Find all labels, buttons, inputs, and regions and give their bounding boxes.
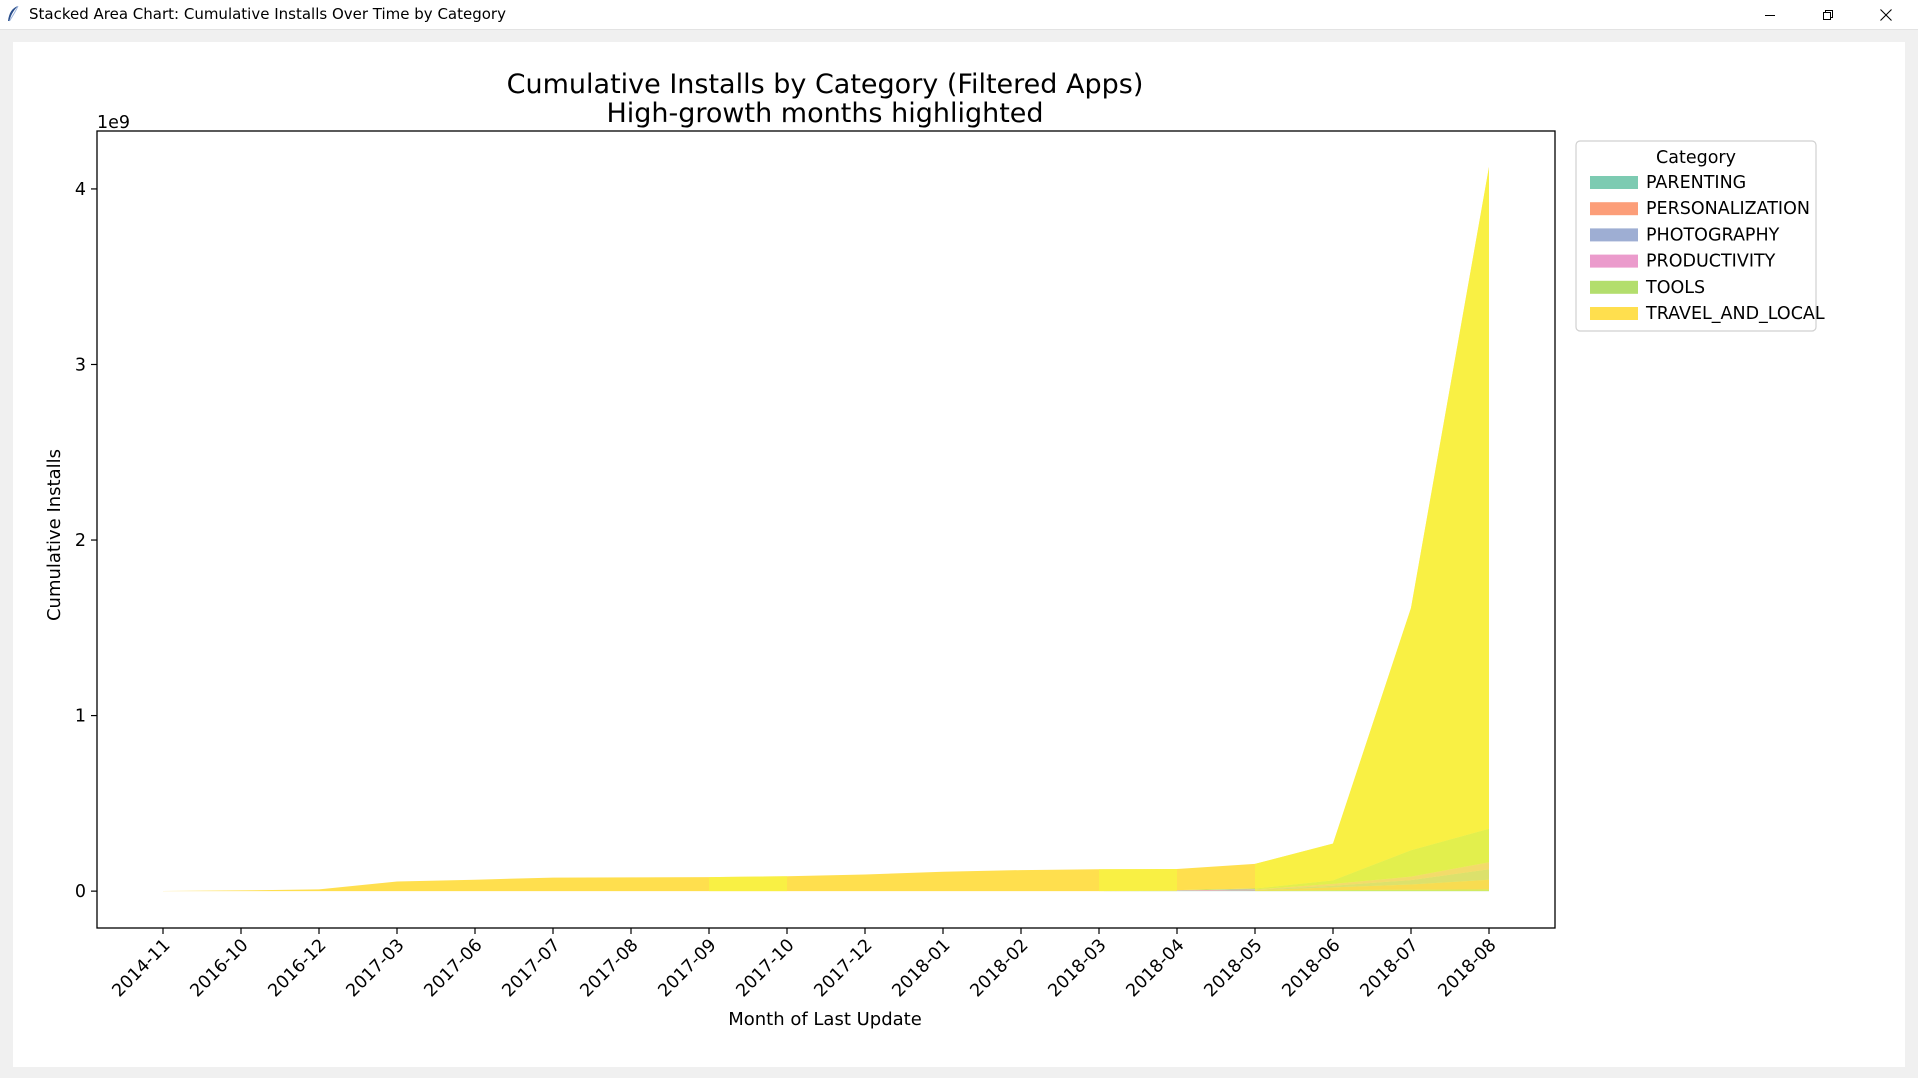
chart-subtitle: High-growth months highlighted	[606, 98, 1043, 129]
legend-swatch	[1590, 202, 1638, 216]
plot-frame	[96, 130, 1556, 929]
y-axis: 0 1 2 3 4	[75, 180, 97, 902]
x-tick-label: 2017-09	[655, 935, 721, 1001]
legend-label-productivity: PRODUCTIVITY	[1646, 252, 1776, 272]
legend-label-travel-and-local: TRAVEL_AND_LOCAL	[1645, 304, 1825, 324]
x-tick-label: 2017-07	[499, 935, 565, 1001]
y-tick-label: 3	[75, 355, 86, 375]
y-tick-label: 0	[75, 882, 86, 902]
chart: Cumulative Installs by Category (Filtere…	[44, 69, 1825, 1030]
x-tick-label: 2017-03	[343, 935, 409, 1001]
x-tick-label: 2017-06	[421, 935, 487, 1001]
legend-label-tools: TOOLS	[1645, 278, 1705, 298]
area-travel-and-local	[163, 167, 1489, 892]
x-tick-label: 2018-02	[967, 935, 1033, 1001]
x-tick-label: 2017-12	[811, 935, 877, 1001]
minimize-icon	[1765, 14, 1775, 16]
highlight-band-2018-04	[1099, 869, 1177, 892]
highlight-band-2018-07	[1333, 607, 1411, 892]
y-tick-label: 4	[75, 180, 86, 200]
legend-label-photography: PHOTOGRAPHY	[1646, 225, 1780, 245]
legend-swatch	[1590, 307, 1638, 320]
legend-label-parenting: PARENTING	[1646, 173, 1746, 193]
highlight-band-2018-06	[1255, 843, 1333, 892]
chart-title: Cumulative Installs by Category (Filtere…	[507, 69, 1144, 100]
x-axis: 2014-11 2016-10 2016-12 2017-03 2017-06 2017-…	[109, 928, 1501, 1001]
feather-icon	[6, 5, 22, 23]
close-icon	[1880, 8, 1892, 21]
plot-area	[163, 166, 1489, 892]
x-tick-label: 2017-08	[577, 935, 643, 1001]
x-axis-label: Month of Last Update	[728, 1009, 922, 1030]
highlight-band-2018-08	[1411, 166, 1489, 892]
x-tick-label: 2018-05	[1201, 935, 1267, 1001]
y-axis-label: Cumulative Installs	[44, 449, 65, 621]
window-title: Stacked Area Chart: Cumulative Installs …	[29, 5, 506, 23]
y-tick-label: 2	[75, 531, 86, 551]
legend-title: Category	[1656, 148, 1736, 168]
x-tick-label: 2018-01	[889, 935, 955, 1001]
title-bar: Stacked Area Chart: Cumulative Installs …	[0, 0, 1918, 30]
legend-swatch	[1590, 280, 1638, 294]
x-tick-label: 2018-03	[1045, 935, 1111, 1001]
legend-swatch	[1590, 176, 1638, 189]
x-tick-label: 2014-11	[109, 935, 175, 1001]
x-tick-label: 2018-07	[1357, 935, 1423, 1001]
legend-swatch	[1590, 228, 1638, 242]
highlight-band-2017-10	[709, 876, 787, 892]
x-tick-label: 2018-04	[1123, 935, 1189, 1001]
x-tick-label: 2016-12	[265, 935, 331, 1001]
legend-label-personalization: PERSONALIZATION	[1646, 199, 1810, 219]
x-tick-label: 2017-10	[733, 935, 799, 1001]
close-button[interactable]	[1857, 0, 1915, 29]
restore-icon	[1823, 9, 1833, 20]
x-tick-label: 2016-10	[187, 935, 253, 1001]
x-tick-label: 2018-08	[1435, 935, 1501, 1001]
x-tick-label: 2018-06	[1279, 935, 1345, 1001]
legend-swatch	[1590, 254, 1638, 268]
y-tick-label: 1	[75, 707, 86, 727]
figure-canvas: Cumulative Installs by Category (Filtere…	[13, 42, 1905, 1067]
y-offset-text: 1e9	[97, 113, 130, 133]
minimize-button[interactable]	[1741, 0, 1799, 29]
legend: Category PARENTING PERSONALIZATION PHOTOGR…	[1575, 140, 1825, 332]
restore-button[interactable]	[1799, 0, 1857, 29]
